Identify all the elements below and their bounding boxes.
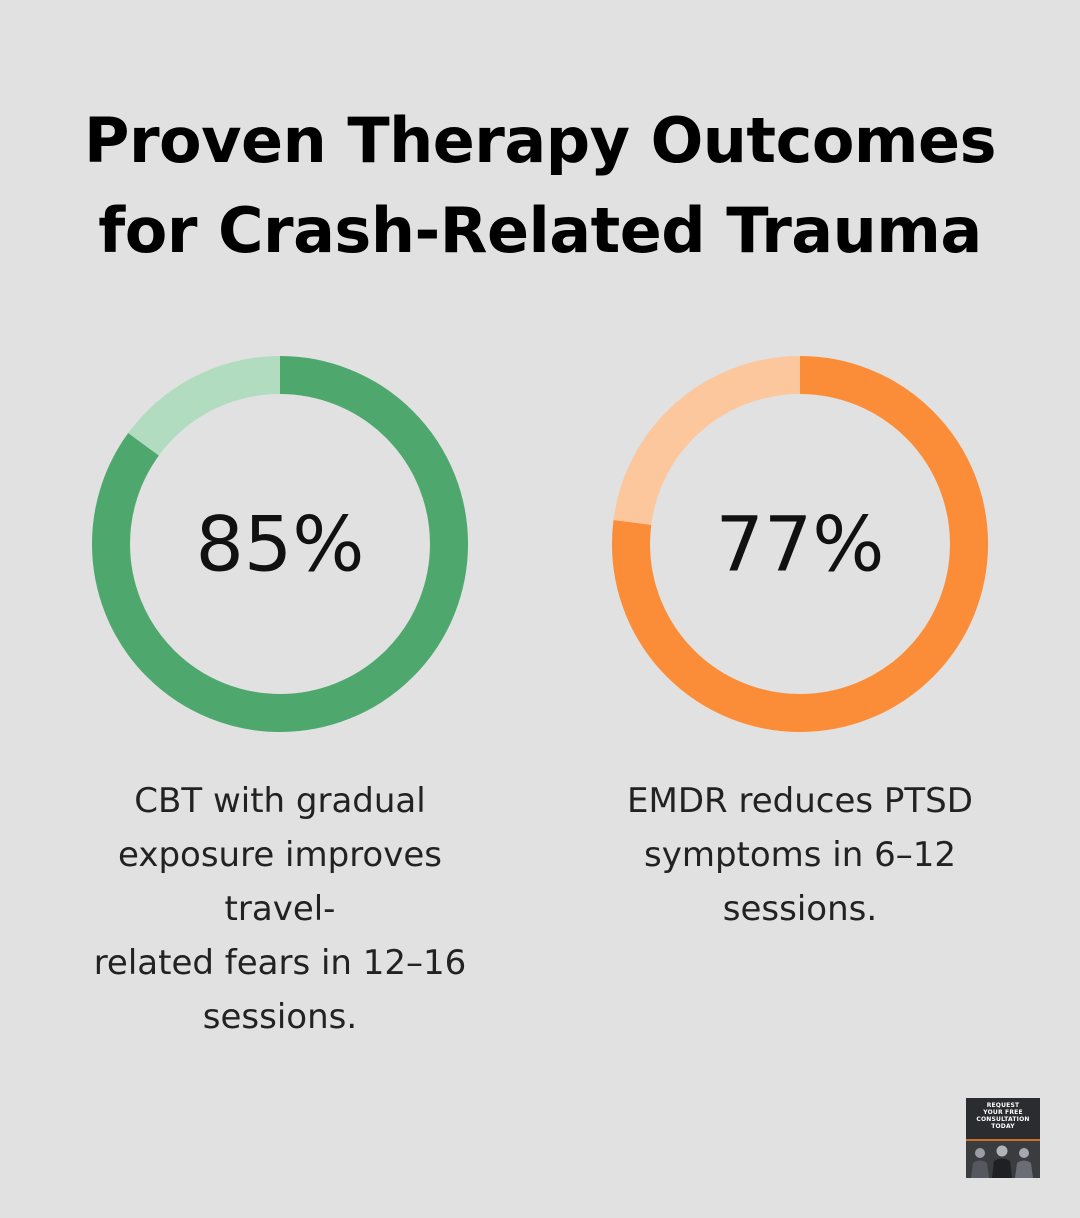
donut-chart-emdr: 77% — [612, 356, 988, 732]
title-line-1: Proven Therapy Outcomes — [84, 104, 996, 177]
cta-label: REQUEST YOUR FREE CONSULTATION TODAY — [966, 1098, 1040, 1130]
cta-line: REQUEST — [986, 1102, 1020, 1109]
donut-value-label: 85% — [196, 500, 365, 589]
consultation-cta-button[interactable]: REQUEST YOUR FREE CONSULTATION TODAY — [966, 1098, 1040, 1178]
donut-chart-cbt: 85% — [92, 356, 468, 732]
stat-caption: CBT with gradual exposure improves trave… — [80, 774, 480, 1044]
stat-caption: EMDR reduces PTSD symptoms in 6–12 sessi… — [600, 774, 1000, 936]
caption-line: related fears in 12–16 — [93, 943, 467, 983]
cta-line: YOUR FREE — [983, 1109, 1023, 1116]
cta-line: CONSULTATION — [976, 1116, 1030, 1123]
team-photo-icon — [966, 1141, 1040, 1178]
caption-line: EMDR reduces PTSD — [627, 781, 973, 821]
donut-value-arc — [92, 356, 468, 732]
donut-value-arc — [612, 356, 988, 732]
cta-line: TODAY — [991, 1123, 1015, 1130]
cta-accent-rule — [966, 1139, 1040, 1141]
caption-line: sessions. — [722, 889, 878, 929]
caption-line: symptoms in 6–12 — [643, 835, 956, 875]
title-line-2: for Crash-Related Trauma — [98, 194, 982, 267]
stat-card-cbt: 85% CBT with gradual exposure improves t… — [80, 354, 480, 1044]
donut-value-label: 77% — [716, 500, 885, 589]
stat-card-emdr: 77% EMDR reduces PTSD symptoms in 6–12 s… — [600, 354, 1000, 936]
page-title: Proven Therapy Outcomes for Crash-Relate… — [0, 96, 1080, 276]
caption-line: CBT with gradual — [134, 781, 426, 821]
caption-line: sessions. — [202, 997, 358, 1037]
caption-line: exposure improves travel- — [118, 835, 442, 929]
